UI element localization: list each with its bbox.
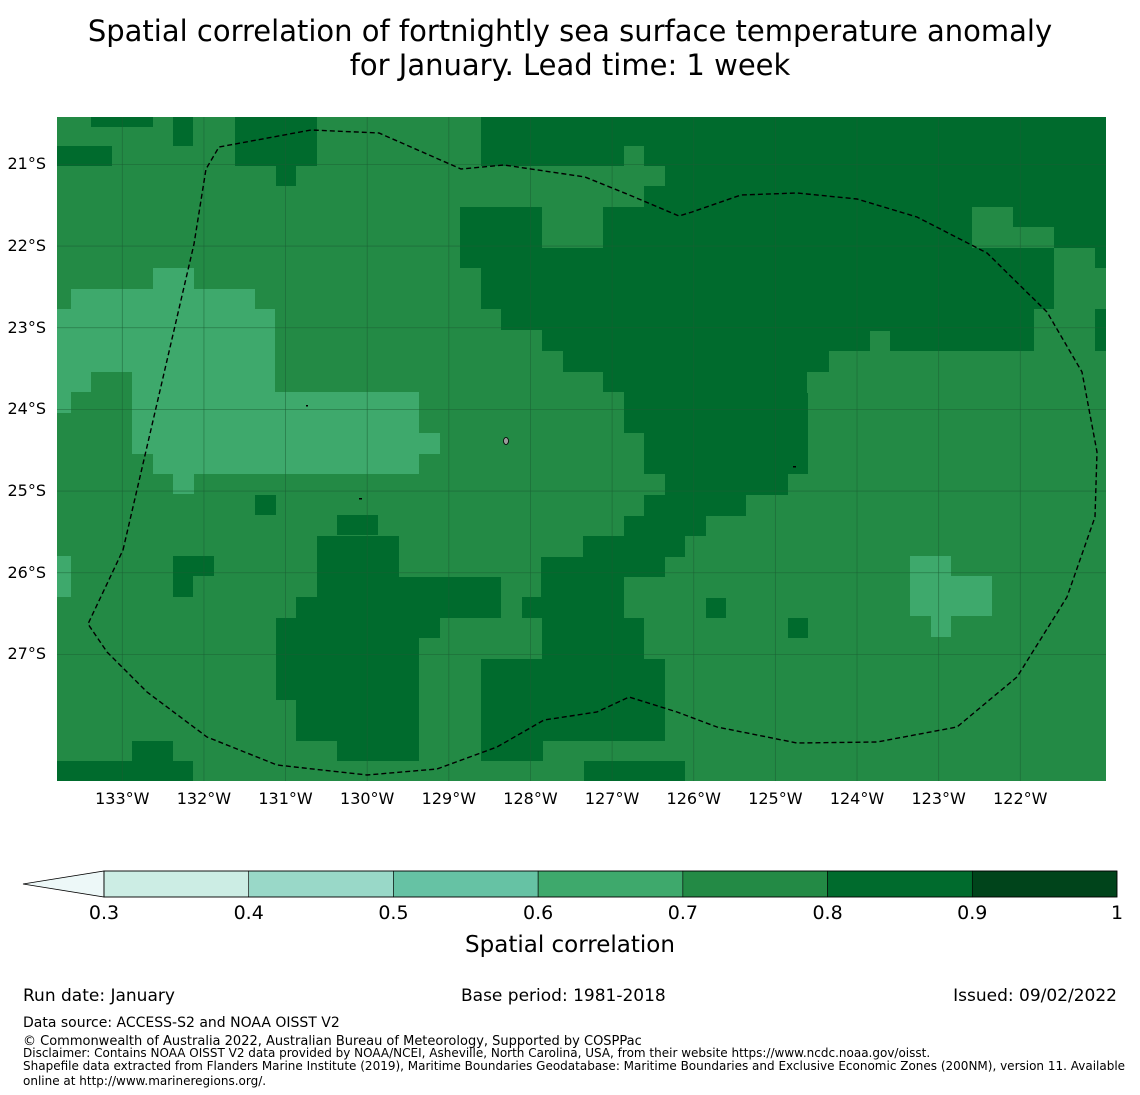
title-line-2: for January. Lead time: 1 week <box>349 48 791 82</box>
colorbar-tick-label: 0.7 <box>667 902 698 924</box>
copyright: © Commonwealth of Australia 2022, Austra… <box>23 1034 642 1049</box>
island-speck-2 <box>359 498 362 500</box>
colorbar-tick-label: 0.9 <box>957 902 988 924</box>
island-pitcairn <box>503 437 509 445</box>
colorbar-tick-label: 0.8 <box>812 902 843 924</box>
longitude-label: 133°W <box>95 789 150 808</box>
band-0.7-0.8-cutouts <box>419 146 1106 781</box>
latitude-label: 27°S <box>7 644 46 664</box>
latitude-label: 25°S <box>7 481 46 501</box>
colorbar-tick-label: 0.5 <box>378 902 409 924</box>
islands <box>306 405 796 500</box>
island-speck-1 <box>306 405 308 407</box>
run-date: Run date: January <box>23 986 175 1006</box>
title-line-1: Spatial correlation of fortnightly sea s… <box>87 14 1053 48</box>
longitude-label: 129°W <box>421 789 477 808</box>
colorbar-tick-label: 0.4 <box>233 902 264 924</box>
latitude-label: 26°S <box>7 562 46 582</box>
band-0.8-0.9-regions <box>57 117 1106 781</box>
longitude-label: 124°W <box>829 789 885 808</box>
latitude-label: 23°S <box>7 317 46 337</box>
colorbar-band <box>103 870 250 898</box>
latitude-label: 21°S <box>7 154 46 174</box>
colorbar-tick-label: 0.6 <box>523 902 554 924</box>
colorbar-band <box>393 870 539 898</box>
colorbar-tick-label: 0.3 <box>88 902 120 924</box>
colorbar <box>22 870 1118 898</box>
shapefile-credit-1: Shapefile data extracted from Flanders M… <box>23 1059 1126 1073</box>
colorbar-bands <box>103 870 1118 898</box>
island-speck-3 <box>793 466 796 468</box>
eez-boundary <box>87 129 1098 776</box>
latitude-label: 22°S <box>7 236 46 256</box>
data-source: Data source: ACCESS-S2 and NOAA OISST V2 <box>23 1015 340 1031</box>
chart-title: Spatial correlation of fortnightly sea s… <box>0 14 1140 82</box>
correlation-map <box>57 117 1106 781</box>
colorbar-band <box>682 870 828 898</box>
disclaimer: Disclaimer: Contains NOAA OISST V2 data … <box>23 1046 931 1060</box>
band-0.8-0.9-specks <box>644 598 808 781</box>
longitude-label: 127°W <box>584 789 640 808</box>
longitude-label: 123°W <box>911 789 966 808</box>
colorbar-label: Spatial correlation <box>465 932 675 958</box>
longitude-label: 122°W <box>993 789 1048 808</box>
map-area <box>57 117 1106 781</box>
colorbar-band <box>827 870 973 898</box>
base-period: Base period: 1981-2018 <box>461 986 666 1006</box>
colorbar-band <box>971 870 1118 898</box>
colorbar-tick-label: 1 <box>1110 902 1124 924</box>
longitude-label: 132°W <box>176 789 232 808</box>
issued-date: Issued: 09/02/2022 <box>953 986 1117 1006</box>
colorbar-under-arrow <box>22 870 105 898</box>
longitude-label: 125°W <box>748 789 803 808</box>
colorbar-band <box>537 870 684 898</box>
shapefile-credit-2: online at http://www.marineregions.org/. <box>23 1074 267 1088</box>
latitude-label: 24°S <box>7 399 46 419</box>
longitude-label: 128°W <box>503 789 558 808</box>
longitude-label: 131°W <box>258 789 313 808</box>
longitude-label: 130°W <box>340 789 395 808</box>
colorbar-frame <box>103 870 1118 898</box>
colorbar-band <box>248 870 394 898</box>
longitude-label: 126°W <box>666 789 721 808</box>
